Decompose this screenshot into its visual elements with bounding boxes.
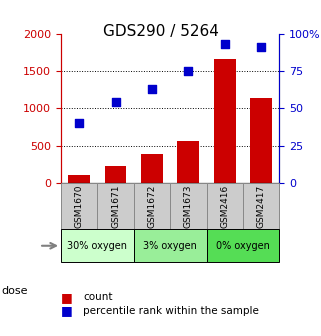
- FancyBboxPatch shape: [61, 229, 134, 262]
- Point: [186, 68, 191, 74]
- Point: [113, 99, 118, 105]
- Text: 3% oxygen: 3% oxygen: [143, 241, 197, 251]
- FancyBboxPatch shape: [134, 183, 170, 229]
- Bar: [214, 59, 236, 183]
- Text: GSM1671: GSM1671: [111, 184, 120, 228]
- Text: GSM1673: GSM1673: [184, 184, 193, 228]
- Text: ■: ■: [61, 291, 73, 304]
- Bar: [105, 166, 126, 183]
- Bar: [250, 98, 272, 183]
- Bar: [178, 141, 199, 183]
- Text: 0% oxygen: 0% oxygen: [216, 241, 270, 251]
- Point: [258, 44, 264, 50]
- FancyBboxPatch shape: [170, 183, 206, 229]
- Text: count: count: [83, 292, 113, 302]
- Bar: [68, 175, 90, 183]
- FancyBboxPatch shape: [206, 229, 279, 262]
- Point: [149, 86, 154, 91]
- FancyBboxPatch shape: [134, 229, 206, 262]
- Text: dose: dose: [2, 286, 28, 296]
- FancyBboxPatch shape: [61, 183, 97, 229]
- Text: GSM1672: GSM1672: [147, 184, 156, 228]
- Text: GSM2417: GSM2417: [256, 184, 265, 228]
- Text: percentile rank within the sample: percentile rank within the sample: [83, 306, 259, 316]
- Point: [222, 41, 227, 47]
- Text: ■: ■: [61, 304, 73, 317]
- FancyBboxPatch shape: [97, 183, 134, 229]
- Text: GSM2416: GSM2416: [220, 184, 229, 228]
- Bar: [141, 154, 163, 183]
- Text: GDS290 / 5264: GDS290 / 5264: [103, 24, 218, 39]
- Text: GSM1670: GSM1670: [75, 184, 84, 228]
- FancyBboxPatch shape: [243, 183, 279, 229]
- Text: 30% oxygen: 30% oxygen: [67, 241, 127, 251]
- FancyBboxPatch shape: [206, 183, 243, 229]
- Point: [77, 120, 82, 126]
